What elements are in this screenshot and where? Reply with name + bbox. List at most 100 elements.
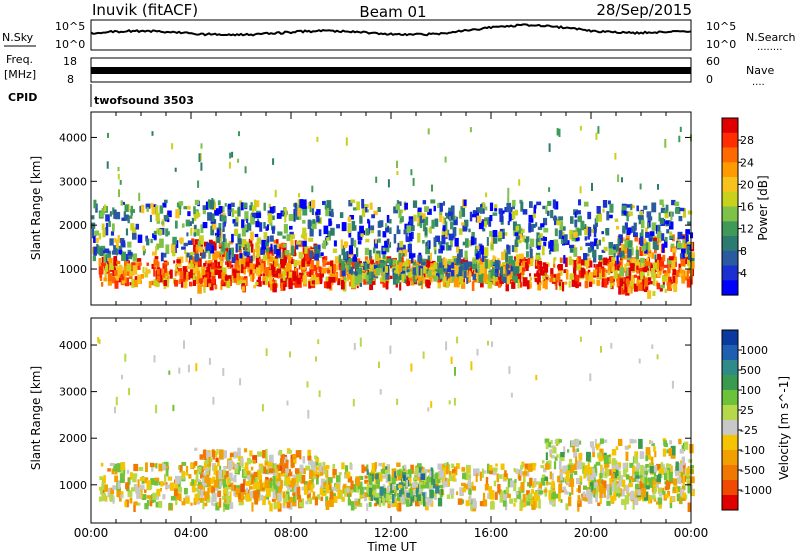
power-echo (118, 189, 120, 198)
power-echo (179, 256, 184, 263)
power-echo (98, 258, 102, 267)
velocity-echo (179, 465, 183, 473)
power-echo (671, 248, 677, 253)
velocity-echo (676, 493, 680, 502)
power-echo (624, 222, 628, 230)
power-echo (537, 234, 541, 239)
power-echo (231, 247, 235, 258)
power-echo (445, 214, 449, 219)
power-echo (430, 252, 433, 261)
velocity-echo (299, 464, 304, 471)
power-echo (613, 269, 618, 280)
velocity-echo (470, 361, 473, 371)
power-echo (339, 269, 344, 278)
power-echo (99, 212, 104, 218)
velocity-echo (624, 495, 630, 501)
velocity-echo (522, 471, 528, 476)
power-colorbar-segment (722, 177, 738, 193)
power-echo (536, 201, 542, 206)
power-echo (481, 219, 487, 227)
velocity-echo (385, 469, 388, 476)
velocity-echo (265, 449, 268, 458)
power-echo (341, 222, 347, 232)
power-echo (379, 260, 385, 264)
power-echo (179, 205, 182, 216)
power-echo (342, 274, 345, 284)
power-echo (159, 205, 164, 214)
power-echo (438, 248, 443, 254)
power-echo (506, 263, 510, 271)
velocity-echo (276, 499, 281, 509)
power-echo (190, 251, 195, 256)
power-echo (198, 261, 201, 266)
power-echo (265, 226, 269, 231)
velocity-echo (276, 481, 281, 490)
power-echo (599, 272, 602, 280)
power-echo (525, 240, 529, 250)
power-echo (192, 259, 197, 265)
velocity-echo (378, 361, 380, 369)
power-echo (396, 171, 399, 176)
velocity-echo (583, 468, 586, 479)
velocity-colorbar-segment (722, 480, 738, 496)
power-echo (628, 279, 631, 289)
velocity-echo (577, 440, 582, 445)
power-echo (593, 269, 598, 276)
power-echo (290, 234, 295, 239)
velocity-echo (150, 462, 155, 468)
power-echo (407, 243, 412, 253)
velocity-echo (261, 404, 264, 412)
velocity-echo (320, 496, 324, 501)
power-echo (326, 200, 332, 209)
power-echo (210, 225, 215, 236)
velocity-echo (538, 482, 543, 491)
velocity-echo (372, 484, 377, 492)
velocity-echo (492, 467, 498, 472)
power-echo (373, 239, 379, 249)
velocity-echo (164, 473, 167, 483)
power-echo (156, 268, 160, 275)
power-echo (577, 215, 582, 223)
power-echo (388, 259, 391, 263)
velocity-echo (155, 463, 158, 469)
power-echo (319, 272, 324, 277)
power-echo (119, 179, 122, 185)
power-echo (253, 212, 257, 219)
velocity-echo (99, 476, 103, 481)
velocity-echo (439, 470, 445, 478)
power-echo (387, 179, 390, 188)
power-echo (403, 270, 407, 280)
velocity-echo (245, 493, 251, 502)
power-echo (244, 166, 247, 174)
power-echo (316, 259, 320, 270)
power-echo (596, 267, 602, 277)
power-echo (295, 243, 299, 250)
velocity-echo (272, 475, 276, 486)
power-echo (252, 249, 256, 260)
power-echo (490, 244, 494, 250)
power-echo (573, 267, 577, 277)
power-echo (364, 247, 370, 256)
velocity-echo (623, 468, 627, 478)
velocity-echo (312, 469, 317, 478)
power-echo (357, 240, 362, 245)
velocity-echo (681, 445, 685, 452)
power-echo (633, 222, 637, 231)
velocity-echo (599, 498, 602, 504)
power-echo (519, 199, 523, 204)
power-echo (307, 219, 312, 229)
power-echo (665, 220, 669, 225)
power-echo (332, 248, 338, 254)
velocity-echo (121, 374, 123, 380)
velocity-echo (565, 503, 569, 511)
power-echo (269, 263, 272, 269)
velocity-echo (443, 477, 448, 488)
power-echo (491, 259, 495, 265)
velocity-echo (647, 477, 653, 482)
velocity-echo (612, 470, 618, 479)
velocity-echo (215, 502, 220, 511)
power-echo (686, 278, 691, 288)
velocity-echo (289, 351, 291, 358)
velocity-echo (393, 485, 399, 492)
velocity-echo (132, 476, 137, 483)
